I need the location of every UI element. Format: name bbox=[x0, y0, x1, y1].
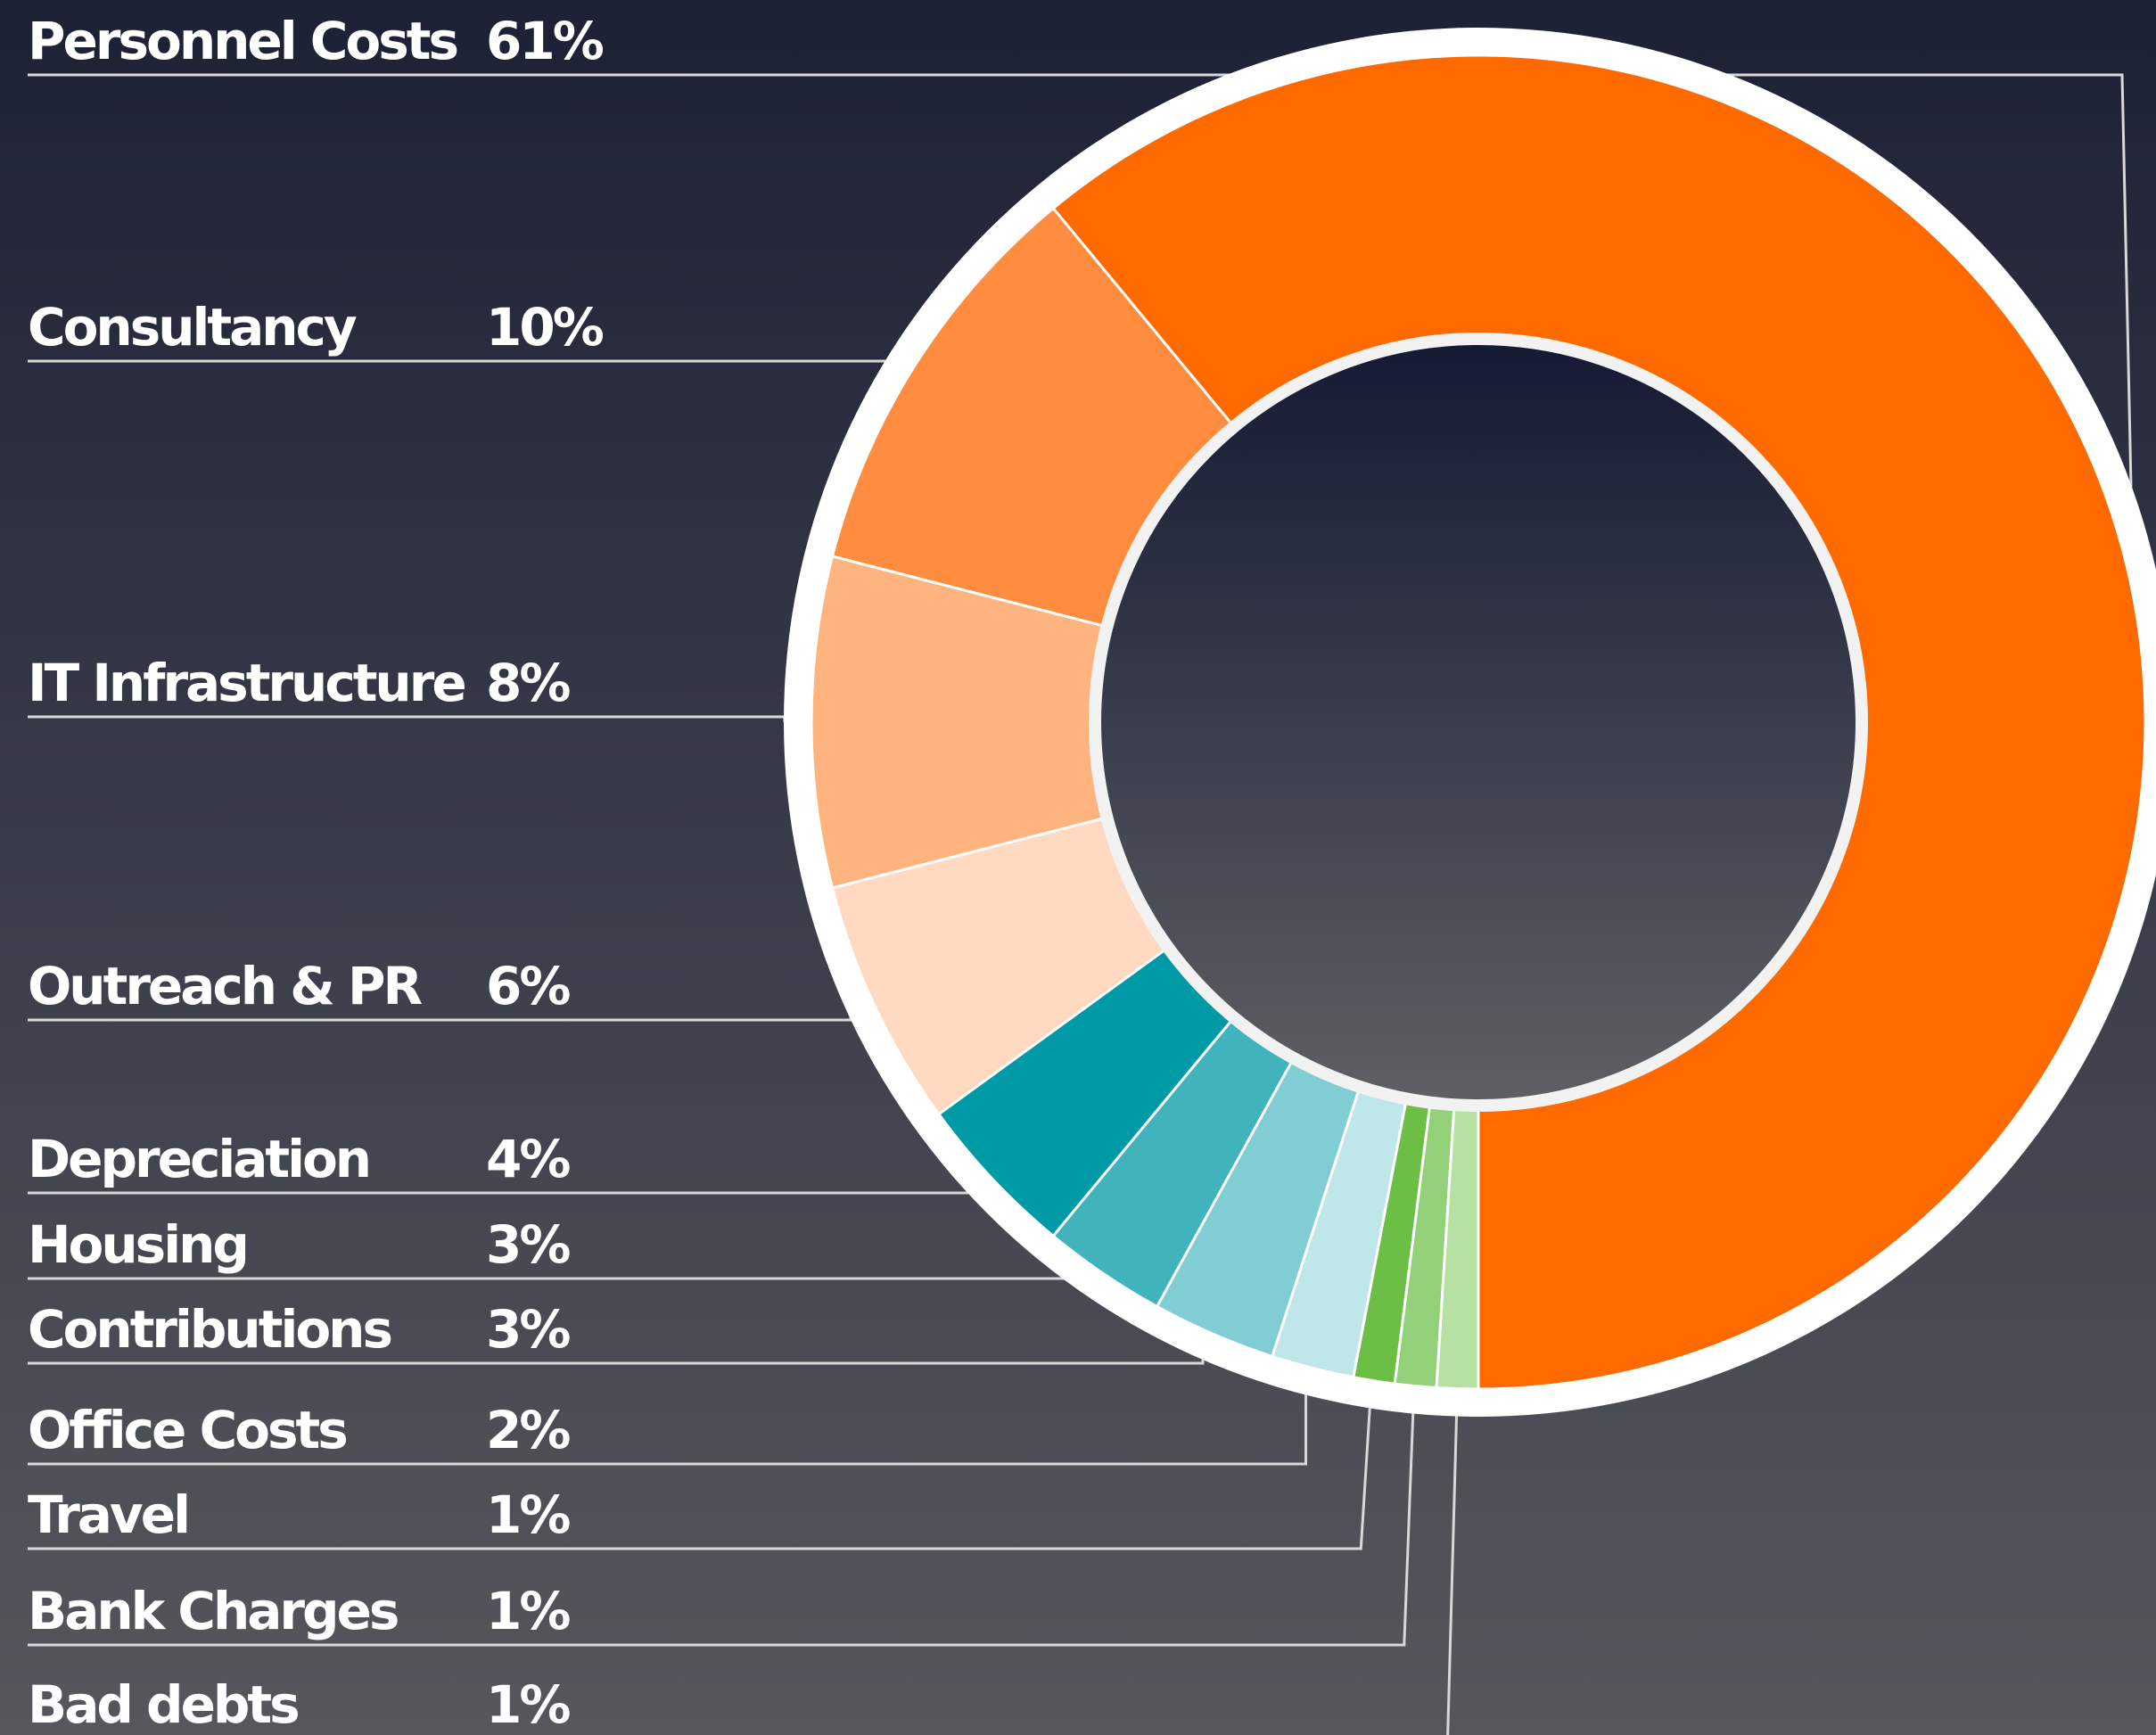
value-label: 61% bbox=[486, 11, 604, 71]
value-label: 3% bbox=[486, 1214, 570, 1275]
value-label: 3% bbox=[486, 1299, 570, 1360]
category-label: Bank Charges bbox=[28, 1581, 398, 1641]
leader-line bbox=[28, 73, 2133, 488]
category-label: Housing bbox=[28, 1214, 247, 1275]
category-label: Office Costs bbox=[28, 1400, 346, 1460]
category-label: Bad debts bbox=[28, 1674, 298, 1735]
value-label: 6% bbox=[486, 956, 570, 1016]
category-label: Depreciation bbox=[28, 1129, 369, 1189]
value-label: 10% bbox=[486, 297, 604, 358]
category-label: Travel bbox=[28, 1484, 188, 1545]
category-label: Outreach & PR bbox=[28, 956, 423, 1016]
category-label: Contributions bbox=[28, 1299, 391, 1360]
category-label: IT Infrastructure bbox=[28, 653, 465, 713]
category-label: Personnel Costs bbox=[28, 11, 457, 71]
leader-line bbox=[1446, 1415, 1459, 1735]
leader-line bbox=[28, 1412, 1415, 1647]
category-label: Consultancy bbox=[28, 297, 357, 358]
value-label: 1% bbox=[486, 1674, 570, 1735]
leader-line bbox=[28, 1394, 1308, 1466]
value-label: 1% bbox=[486, 1484, 570, 1545]
value-label: 4% bbox=[486, 1129, 570, 1189]
value-label: 2% bbox=[486, 1400, 570, 1460]
value-label: 1% bbox=[486, 1581, 570, 1641]
value-label: 8% bbox=[486, 653, 570, 713]
leader-line bbox=[28, 1359, 1205, 1365]
donut-hole bbox=[1089, 333, 1868, 1112]
leader-line bbox=[28, 1407, 1371, 1550]
